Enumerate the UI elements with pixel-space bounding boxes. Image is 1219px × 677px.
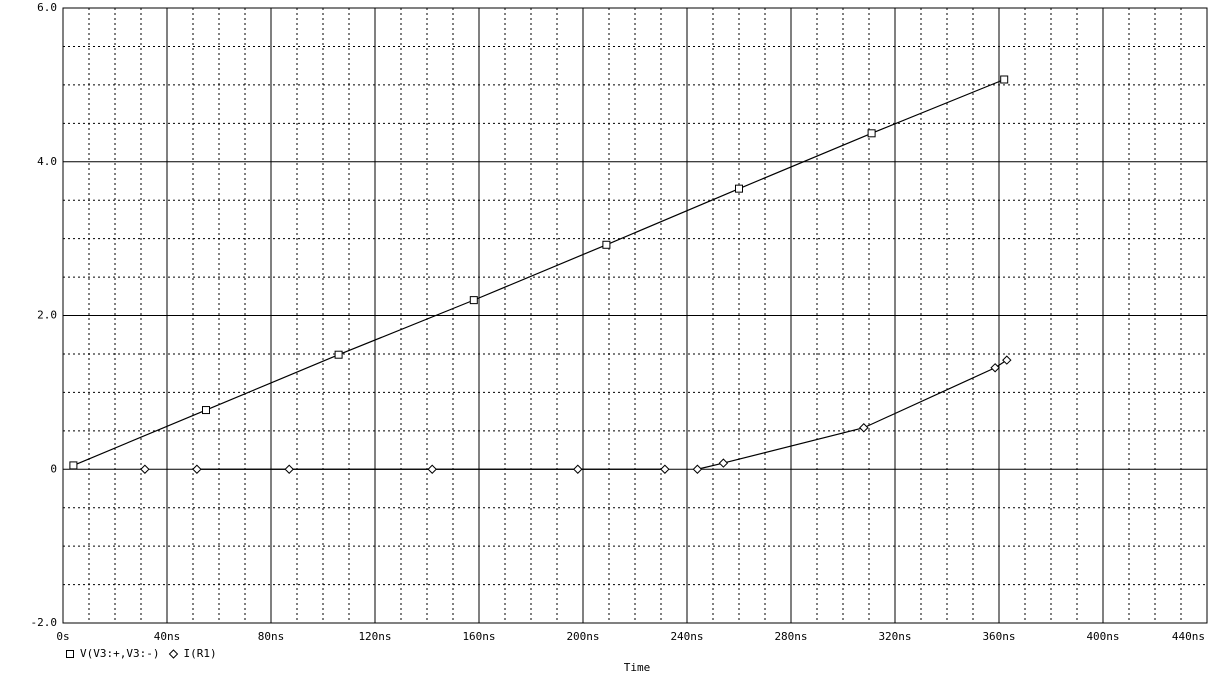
y-tick-label: -2.0 — [31, 616, 58, 629]
data-marker — [1002, 355, 1012, 365]
x-tick-label: 440ns — [1172, 630, 1205, 643]
y-tick-label: 2.0 — [37, 309, 57, 322]
legend-symbol — [66, 650, 74, 658]
x-tick-label: 320ns — [878, 630, 911, 643]
legend-symbol — [168, 649, 179, 659]
x-tick-label: 200ns — [566, 630, 599, 643]
data-marker — [867, 129, 876, 138]
y-tick-label: 4.0 — [37, 155, 57, 168]
x-tick-label: 240ns — [670, 630, 703, 643]
series-line — [196, 359, 1008, 470]
data-marker — [69, 461, 78, 470]
x-tick-label: 360ns — [982, 630, 1015, 643]
data-marker — [140, 464, 150, 474]
data-marker — [718, 458, 729, 468]
data-marker — [1000, 75, 1009, 84]
data-marker — [573, 464, 583, 474]
data-marker — [334, 350, 343, 359]
data-marker — [469, 296, 478, 305]
data-marker — [692, 464, 703, 474]
data-marker — [660, 464, 670, 474]
y-tick-label: 0 — [50, 462, 57, 475]
series-line — [73, 78, 1005, 466]
x-tick-label: 280ns — [774, 630, 807, 643]
y-tick-label: 6.0 — [37, 1, 57, 14]
data-marker — [202, 406, 210, 415]
data-marker — [284, 464, 294, 474]
x-tick-label: 160ns — [462, 630, 495, 643]
data-marker — [602, 240, 611, 249]
legend-label: I(R1) — [183, 647, 216, 660]
legend-label: V(V3:+,V3:-) — [80, 647, 159, 660]
data-marker — [859, 423, 869, 433]
x-tick-label: 40ns — [154, 630, 181, 643]
x-tick-label: 80ns — [258, 630, 285, 643]
x-tick-label: 120ns — [358, 630, 391, 643]
x-tick-label: 400ns — [1086, 630, 1119, 643]
x-axis-label: Time — [624, 661, 651, 674]
data-marker — [990, 363, 1000, 373]
plot-frame — [62, 7, 1208, 624]
data-marker — [427, 464, 437, 474]
x-tick-label: 0s — [56, 630, 69, 643]
data-marker — [735, 184, 743, 193]
data-marker — [192, 464, 202, 474]
